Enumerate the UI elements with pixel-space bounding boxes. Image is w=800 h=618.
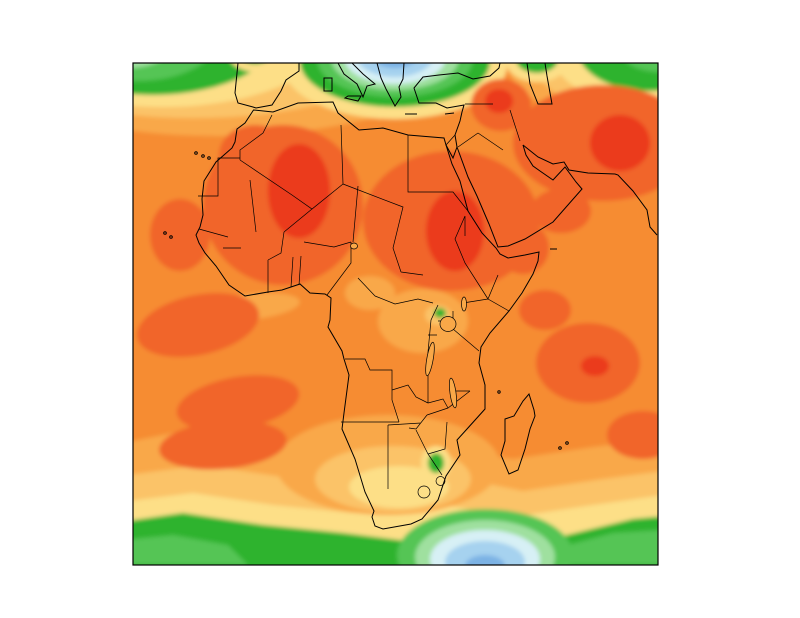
colorbar xyxy=(710,60,790,580)
lakes xyxy=(350,242,467,409)
coastlines xyxy=(163,63,658,530)
country-borders xyxy=(198,103,521,499)
map-frame xyxy=(132,62,659,566)
